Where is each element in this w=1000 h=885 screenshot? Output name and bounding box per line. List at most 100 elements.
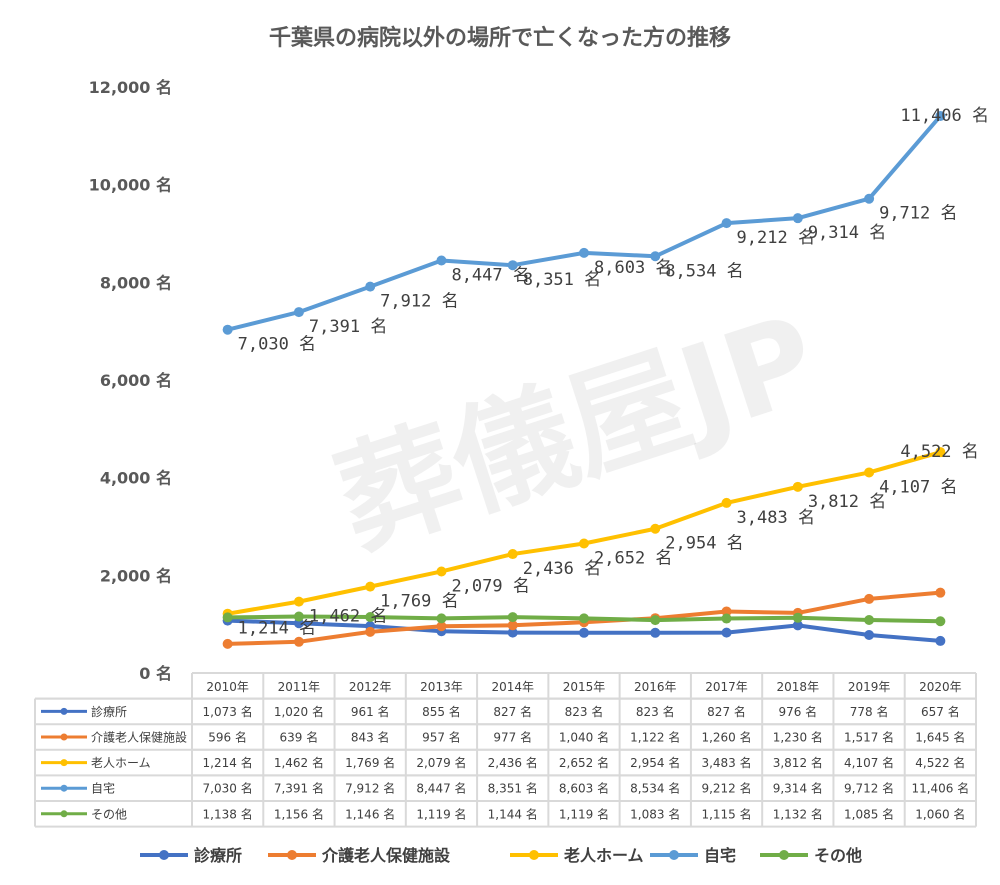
data-label: 2,436 名 <box>523 559 601 579</box>
table-cell: 1,214 名 <box>203 755 253 770</box>
data-point <box>864 630 875 641</box>
legend-label: 介護老人保健施設 <box>321 846 451 865</box>
data-label: 7,391 名 <box>309 317 387 337</box>
data-point <box>864 593 875 604</box>
data-table: 2010年 2011年 2012年 2013年 2014年 2015年 2016年 2017年… <box>34 672 977 828</box>
table-cell: 1,115 名 <box>701 806 751 821</box>
data-point <box>507 260 518 271</box>
table-cell: 778 名 <box>850 704 889 719</box>
data-point <box>293 307 304 318</box>
data-label: 1,769 名 <box>380 592 458 612</box>
table-cell: 8,534 名 <box>630 781 680 796</box>
data-label: 4,522 名 <box>900 442 978 462</box>
table-cell: 1,156 名 <box>274 806 324 821</box>
table-cell: 1,138 名 <box>203 806 253 821</box>
data-point <box>792 612 803 623</box>
data-point <box>436 613 447 624</box>
table-cell: 7,030 名 <box>203 781 253 796</box>
data-point <box>293 596 304 607</box>
data-label: 9,712 名 <box>879 204 957 224</box>
data-label: 7,030 名 <box>238 335 316 355</box>
table-cell: 843 名 <box>351 730 390 745</box>
data-point <box>935 111 946 122</box>
data-point <box>507 612 518 623</box>
table-cell: 1,230 名 <box>773 730 823 745</box>
data-point <box>579 627 589 638</box>
table-cell: 827 名 <box>493 704 532 719</box>
table-cell: 9,314 名 <box>773 781 823 796</box>
data-label: 11,406 名 <box>900 106 989 126</box>
table-cell: 1,085 名 <box>844 806 894 821</box>
data-point <box>507 549 518 560</box>
table-row-header: 自宅 <box>91 781 115 796</box>
table-cell: 1,645 名 <box>915 730 965 745</box>
table-column-header: 2018年 <box>777 680 820 694</box>
table-row-header: 診療所 <box>91 704 127 719</box>
data-point <box>721 627 732 638</box>
table-cell: 1,083 名 <box>630 806 680 821</box>
table-cell: 855 名 <box>422 704 461 719</box>
table-cell: 11,406 名 <box>911 781 969 796</box>
data-point <box>365 612 376 623</box>
data-point <box>293 636 304 647</box>
data-point <box>650 627 661 638</box>
data-point <box>293 611 304 622</box>
table-column-header: 2015年 <box>563 680 606 694</box>
data-point <box>721 497 732 508</box>
table-cell: 596 名 <box>208 730 247 745</box>
data-point <box>222 324 233 335</box>
table-cell: 639 名 <box>280 730 319 745</box>
y-tick-label: 2,000 名 <box>100 566 172 585</box>
data-point <box>792 620 803 631</box>
table-cell: 1,040 名 <box>559 730 609 745</box>
data-label: 2,954 名 <box>665 534 743 554</box>
data-label: 9,314 名 <box>808 223 886 243</box>
table-cell: 1,122 名 <box>630 730 680 745</box>
table-cell: 7,391 名 <box>274 781 324 796</box>
table-column-header: 2010年 <box>206 680 249 694</box>
legend-key-marker <box>60 733 68 741</box>
data-point <box>935 635 946 646</box>
table-cell: 657 名 <box>921 704 960 719</box>
data-point <box>864 615 875 626</box>
data-label: 8,447 名 <box>451 266 529 286</box>
table-cell: 1,119 名 <box>559 806 609 821</box>
y-tick-label: 6,000 名 <box>100 371 172 390</box>
data-point <box>365 626 376 637</box>
table-cell: 8,447 名 <box>416 781 466 796</box>
y-tick-label: 0 名 <box>139 664 172 683</box>
watermark: 葬儀屋JP <box>322 289 833 573</box>
data-label: 3,483 名 <box>737 508 815 528</box>
table-cell: 8,603 名 <box>559 781 609 796</box>
data-point <box>579 247 589 258</box>
table-column-header: 2016年 <box>634 680 677 694</box>
data-point <box>935 587 946 598</box>
data-point <box>507 620 518 631</box>
table-cell: 2,436 名 <box>488 755 538 770</box>
data-label: 2,079 名 <box>451 576 529 596</box>
data-point <box>436 255 447 266</box>
table-cell: 1,260 名 <box>701 730 751 745</box>
table-cell: 1,119 名 <box>416 806 466 821</box>
data-point <box>864 193 875 204</box>
legend-label: 自宅 <box>704 846 736 865</box>
legend-marker <box>779 850 789 860</box>
table-cell: 957 名 <box>422 730 461 745</box>
data-point <box>507 627 518 638</box>
data-point <box>222 638 233 649</box>
table-cell: 7,912 名 <box>345 781 395 796</box>
legend-label: 診療所 <box>194 846 242 865</box>
table-cell: 3,812 名 <box>773 755 823 770</box>
table-row-header: 老人ホーム <box>91 756 151 770</box>
data-point <box>579 538 589 549</box>
data-point <box>721 613 732 624</box>
data-point <box>650 615 661 626</box>
data-label: 8,534 名 <box>665 261 743 281</box>
table-cell: 8,351 名 <box>488 781 538 796</box>
legend-marker <box>159 850 169 860</box>
table-column-header: 2014年 <box>491 680 534 694</box>
legend: 診療所 介護老人保健施設 老人ホーム 自宅 その他 <box>140 846 862 865</box>
data-label: 9,212 名 <box>737 228 815 248</box>
table-cell: 1,462 名 <box>274 755 324 770</box>
data-point <box>792 481 803 492</box>
